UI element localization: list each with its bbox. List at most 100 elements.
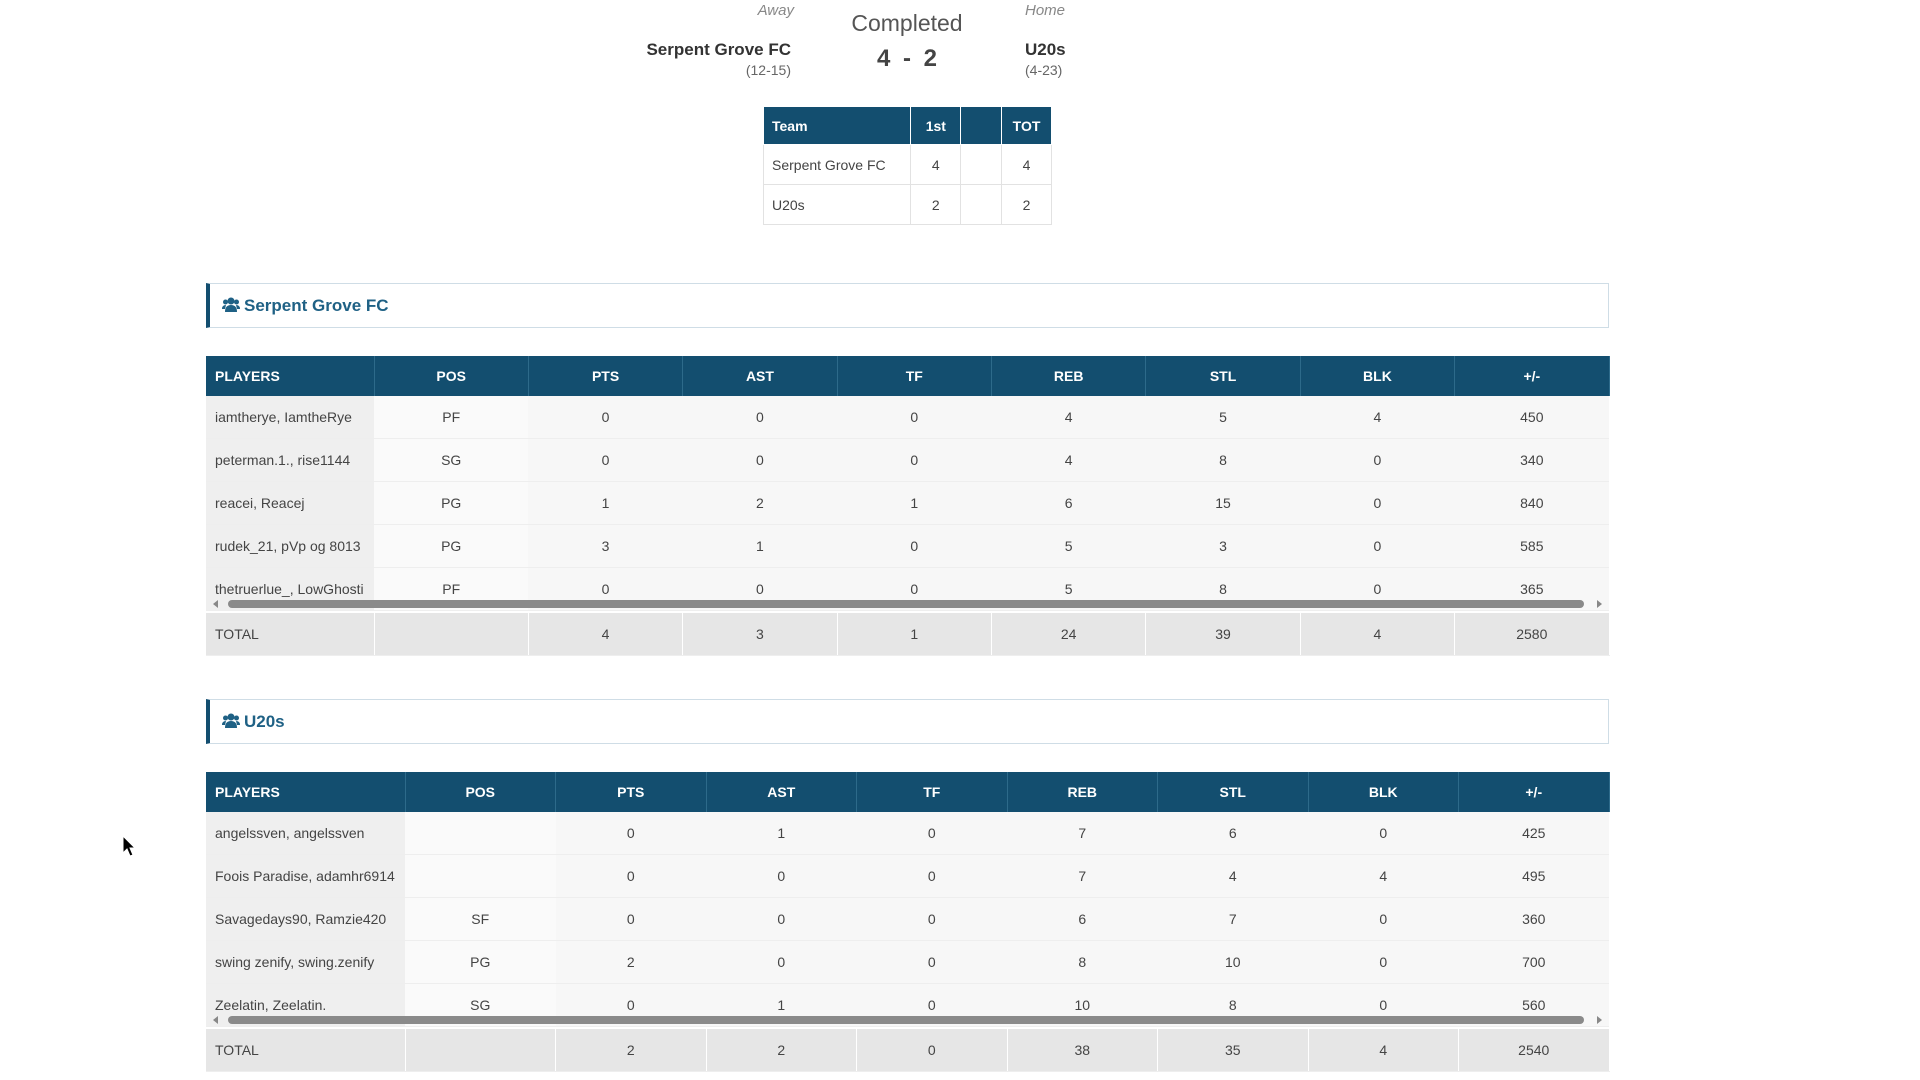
home-score: 2: [923, 45, 938, 72]
total-cell: 4: [528, 613, 684, 656]
stat-cell: 0: [1300, 438, 1455, 482]
team-cell: U20s: [762, 184, 912, 225]
team-name: U20s: [244, 712, 285, 731]
stat-cell: 0: [837, 396, 992, 439]
stat-cell: PG: [374, 481, 529, 525]
stat-cell: SG: [374, 438, 529, 482]
stat-cell: 0: [528, 396, 683, 439]
away-record: (12-15): [745, 62, 791, 78]
stat-cell: 7: [1157, 897, 1308, 941]
stat-cell: 7: [1007, 812, 1158, 855]
stat-cell: 2: [682, 481, 838, 525]
score-cell: 4: [910, 144, 962, 185]
stat-cell: 0: [706, 854, 857, 898]
player-stats-table: PLAYERS POS PTS AST TF REB STL BLK +/- angelssven…: [206, 772, 1610, 1027]
stat-cell: 1: [706, 812, 857, 855]
column-header: +/-: [1454, 356, 1610, 396]
player-row: peterman.1., rise1144 SG 0 0 0 4 8 0 340: [206, 438, 1609, 482]
player-row: swing zenify, swing.zenify PG 2 0 0 8 10 0 700: [206, 940, 1609, 984]
stat-cell: 700: [1458, 940, 1609, 984]
score-cell: 2: [1001, 184, 1052, 225]
stat-cell: 425: [1458, 812, 1609, 855]
status: Completed: [851, 10, 963, 36]
stat-cell: 360: [1458, 897, 1609, 941]
linescore-row: U20s 2 2: [762, 184, 1052, 225]
column-header: STL: [1157, 772, 1309, 812]
total-cell: 4: [1308, 1029, 1459, 1072]
linescore-table: Team 1st TOT Serpent Grove FC 4 4 U20s 2 2: [762, 106, 1052, 225]
stat-cell: 0: [1308, 812, 1459, 855]
total-table: TOTAL 4 3 1 24 39 4 2580: [206, 613, 1610, 656]
column-header: AST: [706, 772, 857, 812]
player-row: iamtherye, IamtheRye PF 0 0 0 4 5 4 450: [206, 396, 1609, 439]
player-name: Savagedays90, Ramzie420: [206, 897, 405, 941]
score-cell: 2: [910, 184, 962, 225]
stat-cell: 0: [1308, 897, 1459, 941]
total-cell: 2: [555, 1029, 707, 1072]
stat-cell: 3: [1145, 524, 1301, 568]
total-cell: 0: [856, 1029, 1008, 1072]
blank-cell: [960, 184, 1003, 225]
linescore-row: Serpent Grove FC 4 4: [762, 144, 1052, 185]
score-separator: -: [903, 45, 911, 72]
stat-cell: 0: [555, 812, 706, 855]
stat-cell: 0: [856, 854, 1007, 898]
away-team: Serpent Grove FC: [646, 40, 791, 59]
player-row: reacei, Reacej PG 1 2 1 6 15 0 840: [206, 481, 1609, 525]
column-header: TOT: [1001, 106, 1052, 145]
total-cell: 4: [1300, 613, 1456, 656]
stat-cell: 0: [856, 897, 1007, 941]
stat-cell: 585: [1454, 524, 1609, 568]
stat-cell: 0: [1300, 481, 1455, 525]
total-row: TOTAL 4 3 1 24 39 4 2580: [206, 613, 1610, 656]
stat-cell: 840: [1454, 481, 1609, 525]
column-header: BLK: [1308, 772, 1459, 812]
stat-cell: 0: [706, 940, 857, 984]
total-cell: 39: [1145, 613, 1301, 656]
stat-cell: 8: [1145, 438, 1301, 482]
column-header: TF: [837, 356, 993, 396]
column-header: +/-: [1458, 772, 1610, 812]
column-header: PTS: [528, 356, 684, 396]
stat-cell: 1: [682, 524, 838, 568]
total-label: TOTAL: [206, 1029, 406, 1072]
home-team: U20s: [1025, 40, 1066, 59]
team-cell: Serpent Grove FC: [762, 144, 912, 185]
total-cell: 3: [682, 613, 838, 656]
player-name: iamtherye, IamtheRye: [206, 396, 374, 439]
player-name: swing zenify, swing.zenify: [206, 940, 405, 984]
stat-cell: 8: [1007, 940, 1158, 984]
player-name: Foois Paradise, adamhr6914: [206, 854, 405, 898]
stat-cell: 6: [1007, 897, 1158, 941]
score-cell: 4: [1001, 144, 1052, 185]
blank-header: [960, 106, 1003, 145]
stat-cell: 0: [706, 897, 857, 941]
header-row: PLAYERS POS PTS AST TF REB STL BLK +/-: [206, 772, 1610, 812]
column-header: POS: [374, 356, 529, 396]
stat-cell: 4: [991, 438, 1146, 482]
stat-cell: 0: [856, 940, 1007, 984]
scrollbar-graphic: [213, 600, 1602, 608]
column-header: REB: [1007, 772, 1158, 812]
team-section-header: Serpent Grove FC: [206, 283, 1609, 328]
column-header: REB: [991, 356, 1147, 396]
stat-cell: 495: [1458, 854, 1609, 898]
total-row: TOTAL 2 2 0 38 35 4 2540: [206, 1029, 1610, 1072]
team-section-header: U20s: [206, 699, 1609, 744]
scrollbar-graphic: [213, 1016, 1602, 1024]
total-cell: 1: [837, 613, 993, 656]
header-row: PLAYERS POS PTS AST TF REB STL BLK +/-: [206, 356, 1610, 396]
away-label: Away: [757, 2, 794, 19]
stat-cell: [405, 854, 556, 898]
mouse-cursor: [122, 835, 137, 857]
score: 4 - 2: [857, 45, 957, 73]
team-icon: [222, 297, 240, 312]
stat-cell: PG: [405, 940, 556, 984]
column-header: PTS: [555, 772, 707, 812]
stat-cell: 6: [991, 481, 1146, 525]
stat-cell: PF: [374, 396, 529, 439]
player-row: rudek_21, pVp og 8013 PG 3 1 0 5 3 0 585: [206, 524, 1609, 568]
total-cell: 2580: [1454, 613, 1610, 656]
stat-cell: 2: [555, 940, 706, 984]
